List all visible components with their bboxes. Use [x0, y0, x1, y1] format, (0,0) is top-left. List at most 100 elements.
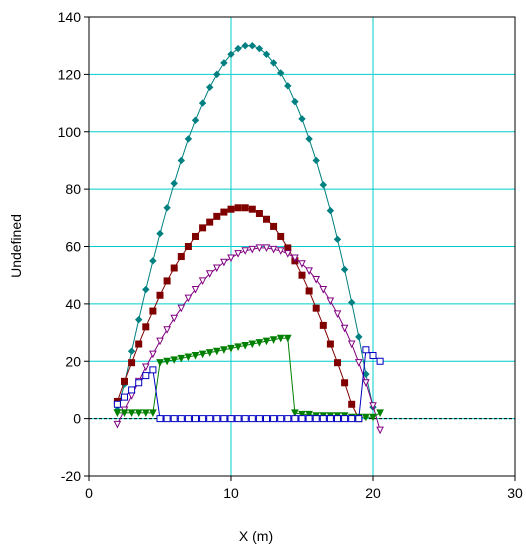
- data-point: [284, 415, 292, 423]
- data-point: [191, 116, 200, 124]
- data-point: [142, 372, 150, 380]
- data-point: [355, 333, 363, 341]
- data-point: [156, 359, 164, 367]
- data-point: [341, 415, 349, 423]
- data-point: [163, 277, 171, 285]
- data-point: [276, 334, 285, 343]
- data-point: [191, 286, 200, 294]
- data-point: [255, 339, 264, 347]
- data-point: [340, 265, 349, 274]
- data-point: [269, 245, 278, 254]
- data-point: [334, 415, 341, 423]
- data-point: [270, 415, 278, 423]
- data-point: [234, 343, 242, 352]
- x-tick-label: 20: [365, 485, 381, 501]
- data-point: [184, 243, 192, 250]
- data-point: [227, 50, 235, 59]
- data-point: [305, 287, 313, 295]
- data-point: [121, 393, 128, 401]
- data-point: [177, 156, 186, 165]
- data-point: [291, 97, 299, 106]
- data-point: [291, 409, 299, 418]
- data-point: [291, 254, 299, 263]
- data-point: [263, 415, 270, 423]
- data-point: [163, 415, 171, 423]
- data-point: [135, 379, 143, 387]
- data-point: [312, 275, 321, 284]
- data-point: [277, 232, 285, 240]
- data-point: [298, 415, 306, 423]
- data-point: [341, 379, 349, 387]
- data-point: [113, 409, 122, 418]
- data-point: [227, 344, 235, 353]
- series-5: [113, 346, 384, 423]
- y-axis-ticks: -20 0 20 40 60 80 100 120 140: [58, 9, 89, 484]
- data-point: [163, 357, 171, 366]
- data-point: [234, 44, 242, 53]
- data-point: [234, 415, 242, 423]
- data-point: [269, 59, 278, 67]
- x-tick-label: 0: [85, 485, 93, 501]
- data-point: [277, 415, 285, 423]
- data-point: [305, 410, 313, 419]
- data-point: [177, 354, 186, 363]
- data-point: [170, 356, 179, 364]
- data-point: [149, 350, 157, 359]
- data-point: [213, 70, 221, 79]
- y-tick-label: 100: [58, 124, 82, 140]
- data-point: [305, 267, 313, 276]
- data-point: [319, 181, 328, 189]
- data-point: [213, 212, 221, 220]
- data-point: [241, 41, 249, 50]
- data-point: [227, 254, 235, 263]
- data-point: [170, 264, 178, 272]
- data-point: [127, 347, 136, 355]
- data-point: [319, 321, 327, 329]
- data-point: [220, 415, 228, 423]
- data-point: [149, 409, 157, 418]
- y-tick-label: 140: [58, 9, 82, 25]
- y-tick-label: -20: [61, 468, 81, 484]
- data-point: [312, 156, 320, 165]
- data-point: [177, 415, 185, 423]
- data-point: [149, 257, 157, 265]
- data-point: [241, 341, 250, 350]
- data-point: [192, 232, 199, 240]
- data-point: [241, 415, 249, 423]
- data-point: [291, 415, 299, 423]
- data-point: [319, 415, 327, 423]
- data-point: [177, 304, 186, 313]
- data-point: [333, 235, 342, 244]
- data-point: [319, 286, 328, 294]
- y-tick-label: 20: [65, 353, 81, 369]
- y-tick-label: 0: [73, 411, 81, 427]
- data-point: [141, 363, 150, 372]
- data-point: [255, 44, 264, 53]
- data-point: [362, 346, 370, 354]
- data-point: [149, 366, 157, 374]
- data-point: [369, 402, 377, 410]
- data-point: [134, 409, 143, 418]
- data-point: [141, 409, 150, 418]
- data-point: [354, 359, 363, 367]
- data-point: [255, 210, 263, 218]
- x-tick-label: 10: [223, 485, 239, 501]
- data-point: [184, 415, 192, 423]
- data-point: [241, 247, 250, 255]
- data-point: [128, 359, 136, 367]
- data-point: [199, 415, 207, 423]
- data-point: [212, 347, 221, 356]
- data-point: [205, 83, 214, 91]
- series-3: [113, 244, 384, 435]
- data-point: [369, 352, 377, 360]
- data-point: [298, 271, 306, 279]
- data-point: [255, 244, 264, 253]
- data-point: [156, 291, 164, 299]
- data-point: [198, 99, 207, 107]
- series-2: [113, 204, 363, 423]
- data-point: [284, 82, 292, 90]
- data-point: [326, 340, 334, 348]
- grid-lines: [88, 16, 516, 477]
- data-point: [276, 247, 285, 255]
